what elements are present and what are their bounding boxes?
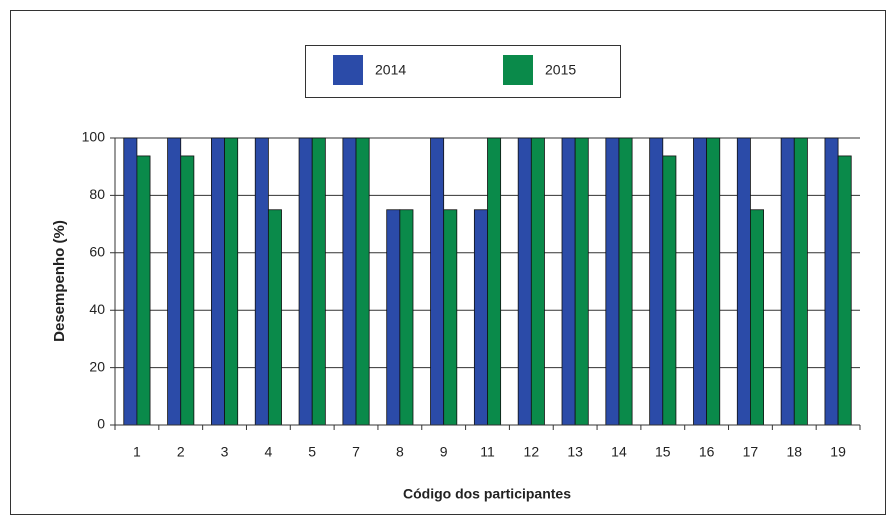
x-tick-label: 17 [743,444,759,460]
bar [736,137,751,426]
bar [430,137,445,426]
x-tick-label: 13 [567,444,583,460]
x-tick-label: 18 [786,444,802,460]
bar [211,137,225,426]
bar [167,137,182,426]
x-tick-label: 12 [524,444,540,460]
bar [136,155,151,426]
bar [605,137,620,426]
y-tick-label: 40 [89,301,105,317]
bar [180,155,195,426]
bar [618,137,633,426]
x-tick-label: 8 [396,444,404,460]
y-tick-label: 60 [89,244,105,260]
bar [123,137,138,426]
bar [487,137,502,426]
x-tick-label: 4 [264,444,272,460]
bar [693,137,708,426]
x-tick-label: 7 [352,444,360,460]
bar [574,137,589,426]
x-tick-label: 15 [655,444,671,460]
legend-label: 2014 [375,62,406,78]
y-axis-title: Desempenho (%) [51,220,68,342]
bar [780,137,795,426]
bar [311,137,326,426]
x-tick-label: 5 [308,444,316,460]
legend-label: 2015 [545,62,576,78]
x-tick-label: 16 [699,444,715,460]
bar [649,137,664,426]
bar [443,209,458,426]
bar [750,209,764,426]
bar [298,137,313,426]
y-tick-label: 100 [82,129,106,145]
x-tick-label: 11 [480,444,495,460]
bar [224,137,239,426]
bar [662,155,677,426]
chart-frame [10,10,886,515]
bar [473,209,488,426]
x-tick-label: 14 [611,444,627,460]
bar [793,137,808,426]
bar [530,137,545,426]
x-tick-label: 19 [830,444,846,460]
x-axis-title: Código dos participantes [403,486,571,502]
x-tick-label: 1 [133,444,141,460]
bar [254,137,269,426]
x-tick-label: 2 [177,444,185,460]
bar [824,137,839,426]
bar [355,137,370,426]
y-tick-label: 20 [89,358,105,374]
legend-swatch [503,55,533,85]
bar [837,155,852,426]
bar [561,137,576,426]
bar [342,137,357,426]
x-tick-label: 9 [440,444,448,460]
x-tick-label: 3 [221,444,229,460]
y-tick-label: 0 [97,416,105,432]
bar [706,137,721,426]
bar [267,209,282,426]
bar [386,209,401,426]
y-tick-label: 80 [89,186,105,202]
bar [517,137,532,426]
legend-swatch [333,55,363,85]
bar [399,209,414,426]
